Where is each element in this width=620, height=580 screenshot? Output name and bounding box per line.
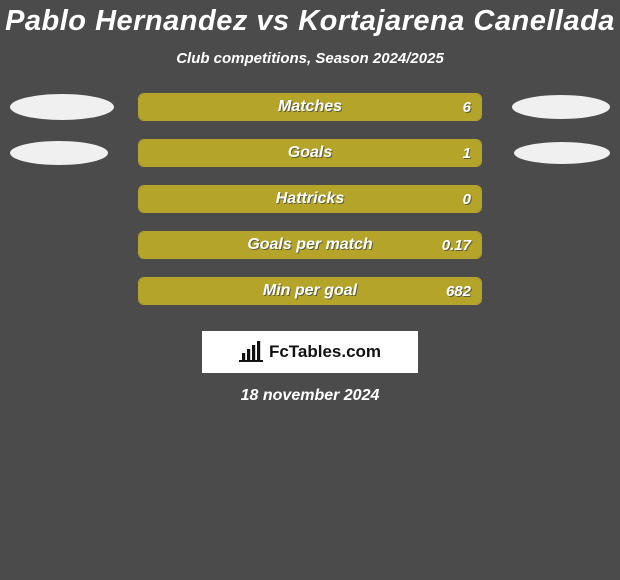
stat-row: Hattricks0 [10,185,610,213]
stat-value: 0 [463,191,471,208]
left-ellipse [10,141,108,165]
logo-box: FcTables.com [202,331,418,373]
left-ellipse [10,94,114,120]
date-text: 18 november 2024 [0,387,620,405]
stat-label: Hattricks [139,190,481,208]
right-ellipse [512,95,610,119]
right-ellipse [514,142,610,164]
stat-bar: Min per goal682 [138,277,482,305]
comparison-card: Pablo Hernandez vs Kortajarena Canellada… [0,0,620,580]
stat-label: Goals [139,144,481,162]
stat-value: 682 [446,283,471,300]
stat-bar: Goals1 [138,139,482,167]
stat-row: Min per goal682 [10,277,610,305]
stat-row: Goals per match0.17 [10,231,610,259]
stat-bar: Hattricks0 [138,185,482,213]
stat-label: Min per goal [139,282,481,300]
stat-value: 6 [463,99,471,116]
stat-value: 1 [463,145,471,162]
stat-row: Matches6 [10,93,610,121]
subtitle: Club competitions, Season 2024/2025 [0,50,620,67]
barchart-icon [239,341,263,363]
stat-label: Matches [139,98,481,116]
stat-bar: Goals per match0.17 [138,231,482,259]
logo-text-prefix: Fc [269,342,289,361]
stat-value: 0.17 [442,237,471,254]
page-title: Pablo Hernandez vs Kortajarena Canellada [0,0,620,36]
stat-bar: Matches6 [138,93,482,121]
stat-row: Goals1 [10,139,610,167]
logo-text-rest: Tables.com [289,342,381,361]
stat-label: Goals per match [139,236,481,254]
stat-rows: Matches6Goals1Hattricks0Goals per match0… [0,93,620,305]
logo-text: FcTables.com [269,342,381,362]
